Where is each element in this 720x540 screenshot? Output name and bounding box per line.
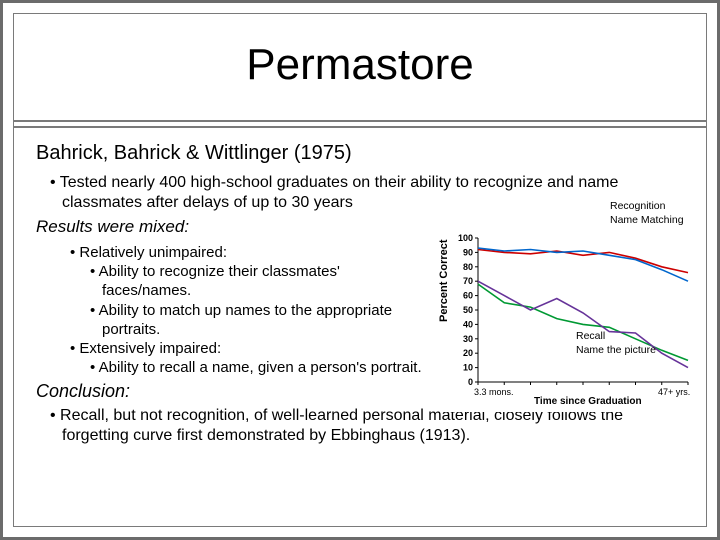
- x-left-label: 3.3 mons.: [474, 387, 514, 397]
- svg-text:80: 80: [463, 262, 473, 272]
- results-impaired: Extensively impaired:: [70, 339, 416, 358]
- anno-recall: Recall: [576, 330, 605, 342]
- anno-recognition: Recognition: [610, 200, 665, 212]
- results-chart: 0102030405060708090100 Percent Correct T…: [444, 232, 694, 412]
- svg-text:20: 20: [463, 348, 473, 358]
- conclusion-text: Recall, but not recognition, of well-lea…: [50, 406, 690, 446]
- results-unimpaired: Relatively unimpaired:: [70, 243, 416, 262]
- anno-name-matching: Name Matching: [610, 214, 684, 226]
- results-unimpaired-a: Ability to recognize their classmates' f…: [90, 262, 416, 300]
- anno-name-picture: Name the picture: [576, 344, 656, 356]
- svg-text:10: 10: [463, 363, 473, 373]
- x-axis-label: Time since Graduation: [534, 396, 642, 407]
- x-right-label: 47+ yrs.: [658, 387, 690, 397]
- chart-svg: 0 10 20 30 40 50 60 70 80 90 100: [444, 232, 694, 412]
- svg-text:50: 50: [463, 305, 473, 315]
- svg-text:60: 60: [463, 291, 473, 301]
- svg-text:0: 0: [468, 377, 473, 387]
- svg-text:100: 100: [458, 233, 473, 243]
- divider-top: [14, 120, 706, 122]
- results-impaired-a: Ability to recall a name, given a person…: [90, 358, 470, 377]
- svg-text:30: 30: [463, 334, 473, 344]
- study-citation: Bahrick, Bahrick & Wittlinger (1975): [36, 142, 692, 165]
- svg-text:70: 70: [463, 276, 473, 286]
- svg-text:90: 90: [463, 247, 473, 257]
- main-bullet: Tested nearly 400 high-school graduates …: [50, 173, 700, 213]
- slide-title: Permastore: [14, 40, 706, 90]
- slide-inner-border: Permastore Bahrick, Bahrick & Wittlinger…: [13, 13, 707, 527]
- divider-bottom: [14, 126, 706, 128]
- slide-frame: Permastore Bahrick, Bahrick & Wittlinger…: [0, 0, 720, 540]
- svg-text:40: 40: [463, 319, 473, 329]
- results-unimpaired-b: Ability to match up names to the appropr…: [90, 301, 416, 339]
- y-axis-label: Percent Correct: [438, 239, 450, 322]
